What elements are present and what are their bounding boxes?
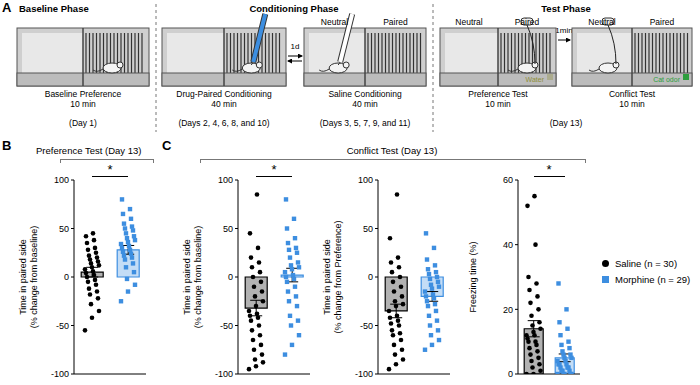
svg-text:Paired: Paired	[515, 17, 540, 27]
svg-text:1d: 1d	[291, 42, 300, 51]
svg-text:(Days 2, 4, 6, 8, and 10): (Days 2, 4, 6, 8, and 10)	[178, 118, 269, 128]
svg-text:50: 50	[363, 224, 373, 234]
html-text:Morphine (n = 29): Morphine (n = 29)	[615, 273, 691, 285]
svg-text:20: 20	[503, 305, 513, 315]
svg-text:Preference Test: Preference Test	[468, 89, 528, 99]
svg-text:50: 50	[223, 224, 233, 234]
html-text:Time in paired side: Time in paired side	[18, 239, 28, 315]
svg-text:0: 0	[64, 272, 69, 282]
svg-text:Water: Water	[526, 76, 545, 83]
svg-text:Paired: Paired	[650, 17, 675, 27]
svg-text:0: 0	[228, 272, 233, 282]
svg-text:-50: -50	[56, 321, 69, 331]
html-text:(% change from baseline): (% change from baseline)	[29, 225, 39, 329]
html-text:Time in paired side: Time in paired side	[322, 239, 332, 315]
svg-text:10 min: 10 min	[70, 99, 96, 109]
svg-text:-50: -50	[360, 321, 373, 331]
svg-text:Cat odor: Cat odor	[653, 76, 681, 83]
html-text:Conflict Test (Day 13): Conflict Test (Day 13)	[346, 145, 438, 156]
svg-text:Neutral: Neutral	[321, 17, 349, 27]
svg-text:(Day 1): (Day 1)	[69, 118, 97, 128]
svg-text:50: 50	[59, 224, 69, 234]
html-text:B: B	[2, 138, 12, 153]
svg-text:(Days 3, 5, 7, 9, and 11): (Days 3, 5, 7, 9, and 11)	[320, 118, 411, 128]
svg-text:-100: -100	[51, 369, 69, 379]
svg-text:Neutral: Neutral	[455, 17, 483, 27]
svg-text:Neutral: Neutral	[588, 17, 616, 27]
html-text:(% change from baseline): (% change from baseline)	[193, 225, 203, 329]
html-text:Freezing time (%): Freezing time (%)	[467, 241, 478, 313]
svg-text:10 min: 10 min	[485, 99, 511, 109]
svg-text:1min: 1min	[555, 26, 572, 35]
svg-text:100: 100	[358, 175, 373, 185]
html-text:A: A	[2, 0, 12, 15]
svg-text:40 min: 40 min	[352, 99, 378, 109]
svg-text:10 min: 10 min	[619, 99, 645, 109]
html-text:Preference Test (Day 13): Preference Test (Day 13)	[36, 145, 142, 156]
svg-text:(Day 13): (Day 13)	[550, 118, 583, 128]
svg-text:100: 100	[54, 175, 69, 185]
svg-text:Paired: Paired	[383, 17, 408, 27]
svg-text:Saline Conditioning: Saline Conditioning	[328, 89, 402, 99]
svg-text:40 min: 40 min	[211, 99, 237, 109]
svg-text:Conflict Test: Conflict Test	[609, 89, 656, 99]
svg-text:Baseline Preference: Baseline Preference	[45, 89, 122, 99]
svg-text:Conditioning Phase: Conditioning Phase	[249, 3, 338, 14]
svg-text:-50: -50	[220, 321, 233, 331]
html-text:(% change from Preference): (% change from Preference)	[333, 220, 343, 334]
svg-text:0: 0	[508, 369, 513, 379]
svg-text:Baseline Phase: Baseline Phase	[19, 3, 89, 14]
svg-text:-100: -100	[215, 369, 233, 379]
svg-text:60: 60	[503, 175, 513, 185]
svg-text:-100: -100	[355, 369, 373, 379]
svg-text:40: 40	[503, 240, 513, 250]
html-text:Time in paired side: Time in paired side	[182, 239, 192, 315]
svg-text:0: 0	[368, 272, 373, 282]
svg-text:100: 100	[218, 175, 233, 185]
html-text:C: C	[162, 138, 172, 153]
html-text:Saline (n = 30): Saline (n = 30)	[615, 257, 678, 269]
svg-text:Drug-Paired Conditioning: Drug-Paired Conditioning	[176, 89, 272, 99]
svg-text:Test Phase: Test Phase	[541, 3, 590, 14]
